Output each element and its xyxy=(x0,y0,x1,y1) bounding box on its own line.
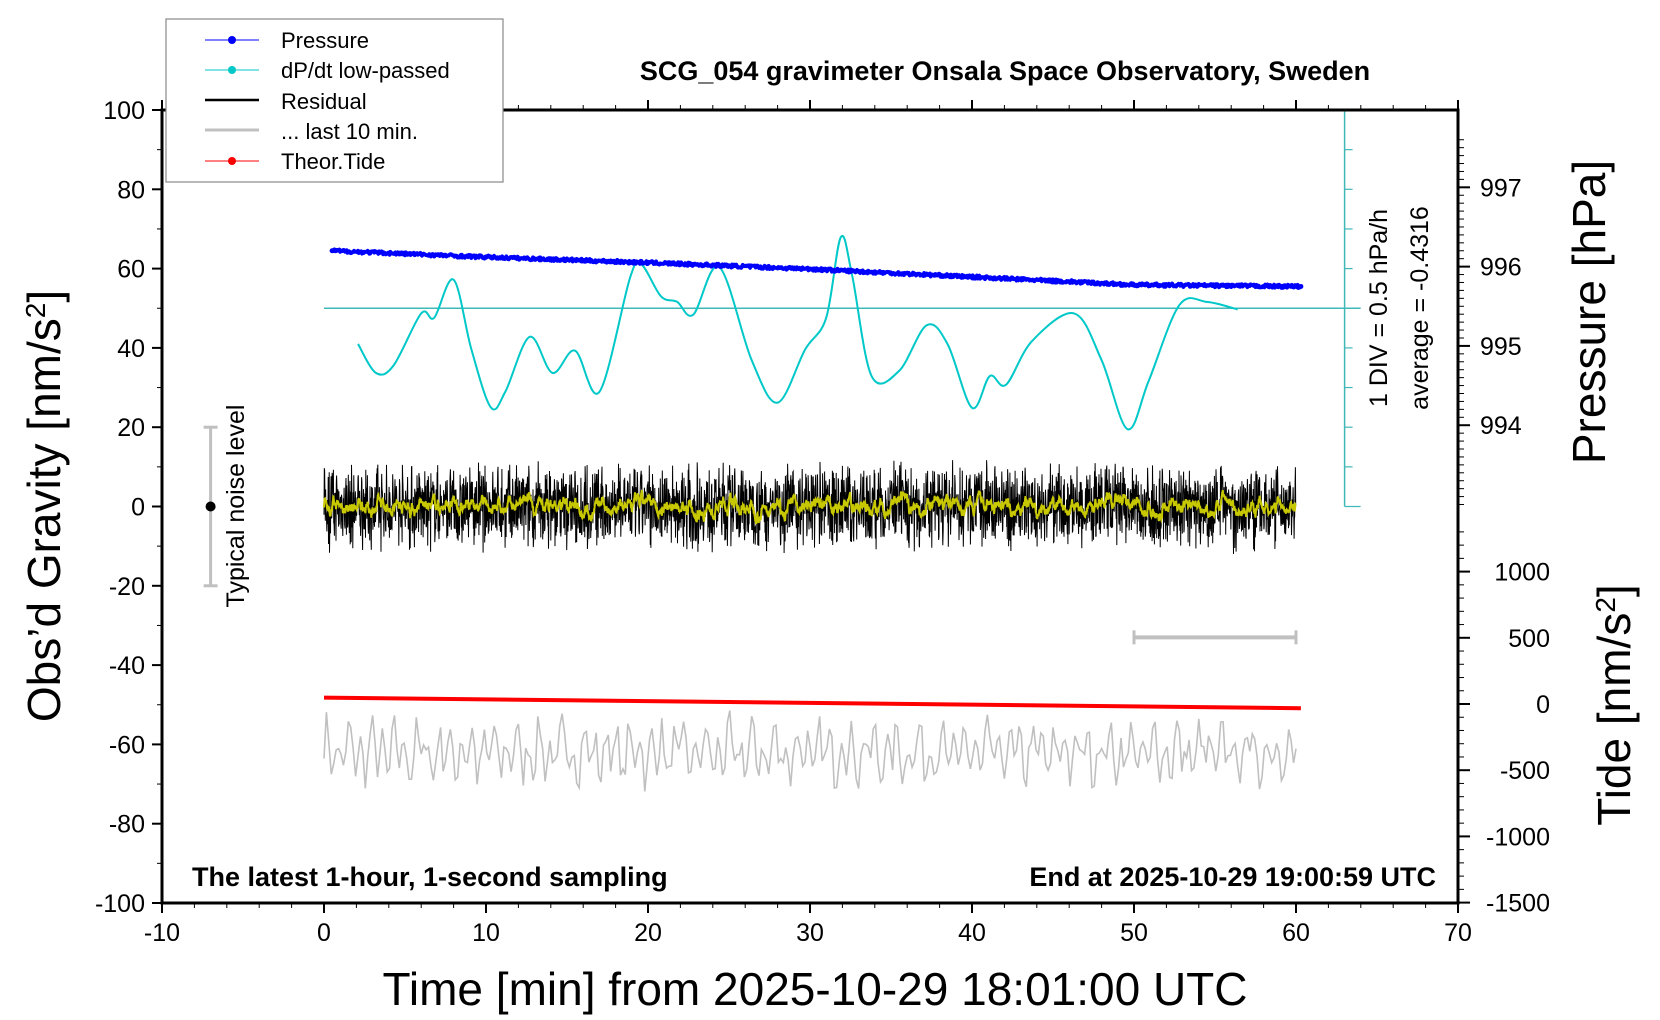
tide-series-line xyxy=(323,695,1301,711)
legend-pressure: Pressure xyxy=(281,28,369,53)
x-tick-label: 40 xyxy=(958,919,986,947)
dpdt-div-label: 1 DIV = 0.5 hPa/h xyxy=(1365,209,1393,407)
y-tick-label: -20 xyxy=(109,573,145,601)
y-tick-label: 100 xyxy=(103,97,145,125)
bottom-right-annotation: End at 2025-10-29 19:00:59 UTC xyxy=(1029,862,1436,892)
y-axis-label-left: Obs’d Gravity [nm/s2] xyxy=(18,290,70,722)
dpdt-average-label: average = -0.4316 xyxy=(1406,206,1434,410)
pressure-point xyxy=(969,274,975,280)
x-tick-label: 10 xyxy=(472,919,500,947)
legend-pressure-marker xyxy=(228,36,236,44)
legend-last10: ... last 10 min. xyxy=(281,119,418,144)
x-tick-label: 60 xyxy=(1282,919,1310,947)
tide-tick-label: 0 xyxy=(1536,691,1550,719)
tide-tick-label: 500 xyxy=(1508,625,1550,653)
legend-residual: Residual xyxy=(281,89,367,114)
pressure-tick-label: 994 xyxy=(1480,412,1522,440)
bottom-left-annotation: The latest 1-hour, 1-second sampling xyxy=(192,862,668,892)
x-tick-label: 50 xyxy=(1120,919,1148,947)
legend-tide-marker xyxy=(228,157,236,165)
tide-tick-label: -1500 xyxy=(1486,890,1550,918)
noise-level-dot xyxy=(205,501,216,512)
pressure-series-line xyxy=(330,247,1303,290)
y-tick-label: 20 xyxy=(117,414,145,442)
y-axis-label-tide: Tide [nm/s2] xyxy=(1588,584,1640,825)
legend-dpdt-marker xyxy=(228,66,236,74)
pressure-tick-label: 995 xyxy=(1480,333,1522,361)
x-tick-label: 0 xyxy=(317,919,331,947)
legend-tide: Theor.Tide xyxy=(281,149,385,174)
y-tick-label: 40 xyxy=(117,335,145,363)
pressure-point xyxy=(807,266,813,272)
axis-ticks: -10 0 10 20 30 40 50 60 70100806040200-20-40-60-… xyxy=(95,97,1550,947)
pressure-tick-label: 996 xyxy=(1480,254,1522,282)
legend-dpdt: dP/dt low-passed xyxy=(281,58,450,83)
y-tick-label: 60 xyxy=(117,256,145,284)
y-axis-label-pressure: Pressure [hPa] xyxy=(1563,160,1615,464)
legend: Pressure dP/dt low-passed Residual ... l… xyxy=(165,18,504,183)
pressure-point xyxy=(329,248,335,254)
pressure-tick-label: 997 xyxy=(1480,174,1522,202)
plot-marks xyxy=(203,109,1361,792)
y-tick-label: -40 xyxy=(109,652,145,680)
x-axis-label: Time [min] from 2025-10-29 18:01:00 UTC xyxy=(383,963,1248,1015)
residual-smoothed-line xyxy=(323,489,1297,525)
y-tick-label: -60 xyxy=(109,731,145,759)
pressure-point xyxy=(1131,282,1137,288)
x-tick-label: 20 xyxy=(634,919,662,947)
y-tick-label: 0 xyxy=(131,494,145,522)
noise-level-label: Typical noise level xyxy=(222,405,250,608)
y-tick-label: -80 xyxy=(109,811,145,839)
y-tick-label: -100 xyxy=(95,890,145,918)
last10-series-line xyxy=(323,710,1297,792)
y-tick-label: 80 xyxy=(117,176,145,204)
x-tick-label: -10 xyxy=(144,919,180,947)
tide-tick-label: -500 xyxy=(1500,757,1550,785)
pressure-point xyxy=(483,254,489,260)
tide-tick-label: 1000 xyxy=(1494,559,1550,587)
x-tick-label: 30 xyxy=(796,919,824,947)
tide-tick-label: -1000 xyxy=(1486,823,1550,851)
chart-title: SCG_054 gravimeter Onsala Space Observat… xyxy=(640,56,1370,86)
x-tick-label: 70 xyxy=(1444,919,1472,947)
pressure-point xyxy=(645,260,651,266)
dpdt-series-line xyxy=(357,234,1238,431)
pressure-point xyxy=(1298,283,1304,289)
